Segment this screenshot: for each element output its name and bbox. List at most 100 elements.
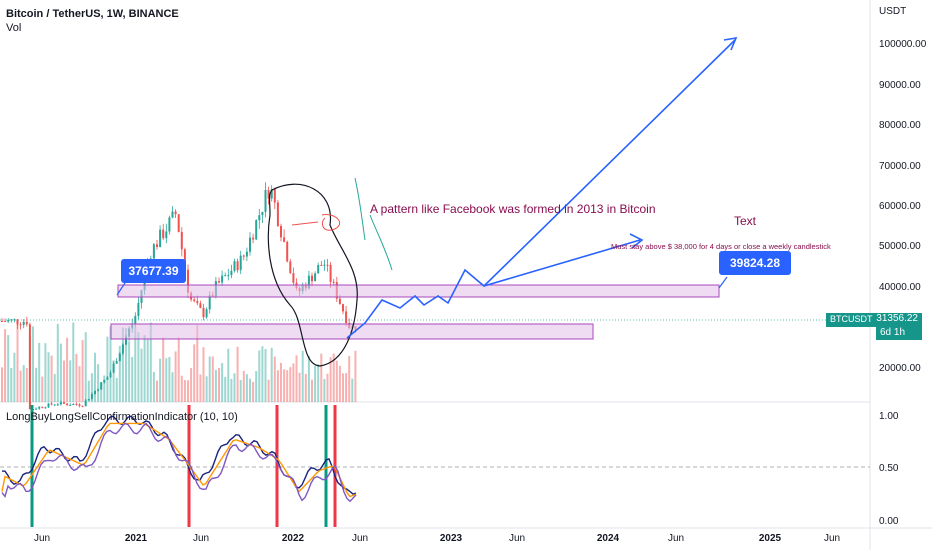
candle-body: [261, 211, 264, 216]
symbol-price-badge[interactable]: BTCUSDT 31356.22: [826, 313, 922, 327]
volume-bar: [115, 377, 118, 402]
volume-bar: [261, 346, 264, 402]
candle-body: [276, 202, 279, 226]
volume-bar: [286, 370, 289, 402]
pattern-note[interactable]: A pattern like Facebook was formed in 20…: [370, 202, 656, 216]
volume-bar: [317, 364, 320, 402]
volume-bar: [267, 379, 270, 402]
volume-bar: [351, 378, 354, 402]
candle-body: [329, 264, 332, 282]
volume-bar: [258, 350, 261, 402]
candle-body: [286, 241, 289, 262]
volume-bar: [280, 362, 282, 402]
volume-bar: [168, 356, 171, 402]
volume-bar: [41, 376, 44, 402]
volume-bar: [112, 360, 115, 402]
volume-bar: [4, 329, 7, 402]
candle-body: [72, 403, 75, 405]
condition-note[interactable]: Must stay above $ 38,000 for 4 days or c…: [611, 242, 831, 251]
candle-body: [326, 264, 329, 266]
volume-bar: [345, 373, 348, 402]
indicator-tick-label: 0.50: [879, 463, 899, 474]
candle-body: [224, 275, 227, 277]
candle-body: [69, 404, 72, 406]
indicator-line-blue: [1, 415, 357, 495]
secondary-projection[interactable]: [483, 239, 641, 287]
volume-bar: [97, 364, 100, 402]
candle-body: [199, 303, 202, 308]
volume-bar: [202, 347, 205, 402]
candle-body: [258, 215, 261, 221]
volume-bar: [242, 370, 245, 402]
candle-body: [115, 361, 118, 364]
volume-bar: [332, 353, 335, 402]
candle-body: [25, 321, 28, 325]
volume-bar: [72, 322, 75, 402]
candle-body: [152, 244, 155, 259]
candle-body: [205, 309, 208, 318]
volume-bar: [270, 347, 273, 402]
candle-body: [137, 302, 140, 316]
text-label[interactable]: Text: [734, 214, 757, 228]
candle-body: [109, 372, 112, 378]
volume-bar: [230, 378, 233, 402]
price-axis[interactable]: 100000.00 90000.00 80000.00 70000.00 60000.0…: [879, 39, 927, 374]
volume-bar: [134, 327, 137, 402]
candle-body: [121, 344, 124, 354]
teal-scribble-drawing[interactable]: [354, 177, 393, 271]
volume-bar: [221, 363, 224, 402]
resistance-zone[interactable]: [117, 284, 720, 298]
volume-bar: [146, 338, 149, 402]
time-axis[interactable]: Jun 2021 Jun 2022 Jun 2023 Jun 2024 Jun 2025 Jun: [34, 533, 840, 544]
price-tick-label: 70000.00: [879, 161, 921, 172]
volume-bar: [208, 356, 211, 402]
volume-bar: [121, 327, 124, 402]
volume-bar: [326, 373, 329, 402]
volume-bar: [196, 325, 199, 402]
volume-bar: [109, 326, 112, 402]
candle-body: [218, 281, 220, 283]
projection-path[interactable]: [346, 39, 736, 339]
volume-bar: [354, 350, 357, 402]
volume-bar: [152, 371, 155, 402]
candle-body: [342, 304, 344, 312]
price-tick-label: 60000.00: [879, 201, 921, 212]
candle-body: [50, 403, 53, 405]
signal-bar: [275, 405, 279, 527]
volume-bar: [103, 375, 106, 402]
indicator-axis[interactable]: 1.00 0.50 0.00: [879, 411, 899, 527]
support-price-label[interactable]: 37677.39: [121, 259, 186, 283]
volume-bar: [295, 355, 298, 402]
candle-body: [94, 390, 96, 395]
volume-bar: [320, 353, 323, 402]
volume-bar: [199, 374, 202, 402]
candle-body: [56, 404, 59, 406]
candle-body: [4, 321, 7, 323]
last-price: 31356.22: [876, 313, 918, 324]
candle-body: [196, 301, 199, 304]
volume-bar: [140, 348, 143, 402]
indicator-line-purple: [1, 422, 357, 503]
price-tick-label: 80000.00: [879, 120, 921, 131]
symbol-title: Bitcoin / TetherUS, 1W, BINANCE: [6, 8, 179, 20]
freehand-oval-drawing[interactable]: [267, 183, 358, 367]
volume-bar: [149, 322, 152, 402]
volume-bar: [211, 356, 214, 402]
candle-body: [292, 273, 295, 283]
candle-body: [307, 275, 310, 289]
target-price-label[interactable]: 39824.28: [719, 251, 791, 275]
volume-bar: [16, 323, 19, 402]
volume-bar: [47, 352, 50, 402]
time-tick-label: Jun: [34, 533, 50, 544]
secondary-arrowhead: [629, 233, 644, 249]
volume-bar: [292, 363, 295, 402]
volume-bars: [1, 322, 357, 402]
candle-body: [162, 229, 165, 239]
candle-body: [134, 315, 137, 324]
volume-bar: [227, 348, 230, 402]
volume-bar: [298, 372, 301, 402]
candle-body: [174, 211, 177, 215]
candle-body: [7, 320, 10, 322]
red-arrow-drawing[interactable]: [291, 214, 341, 231]
